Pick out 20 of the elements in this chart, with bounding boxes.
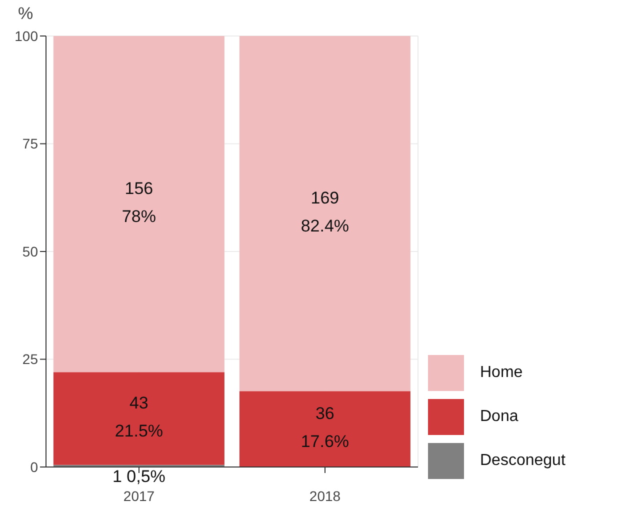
data-label: 169 82.4% xyxy=(300,189,350,236)
data-label: 1 0,5% xyxy=(112,467,166,486)
data-label: 43 21.5% xyxy=(114,394,164,441)
y-tick-label: 100 xyxy=(14,28,38,44)
y-axis-title: % xyxy=(18,4,34,24)
bar xyxy=(239,36,410,392)
bar xyxy=(53,372,224,465)
legend-label: Home xyxy=(480,364,523,381)
legend-label: Dona xyxy=(480,408,518,425)
bar xyxy=(53,36,224,372)
data-label: 36 17.6% xyxy=(300,404,350,452)
bar xyxy=(239,391,410,467)
y-tick-label: 75 xyxy=(22,136,38,152)
y-tick-label: 0 xyxy=(30,458,38,475)
x-tick-label: 2018 xyxy=(309,488,341,504)
data-label: 156 78% xyxy=(122,180,156,227)
y-tick-label: 25 xyxy=(22,351,38,368)
y-tick-label: 50 xyxy=(22,243,38,260)
legend-label: Desconegut xyxy=(480,452,566,469)
x-tick-label: 2017 xyxy=(123,488,155,504)
